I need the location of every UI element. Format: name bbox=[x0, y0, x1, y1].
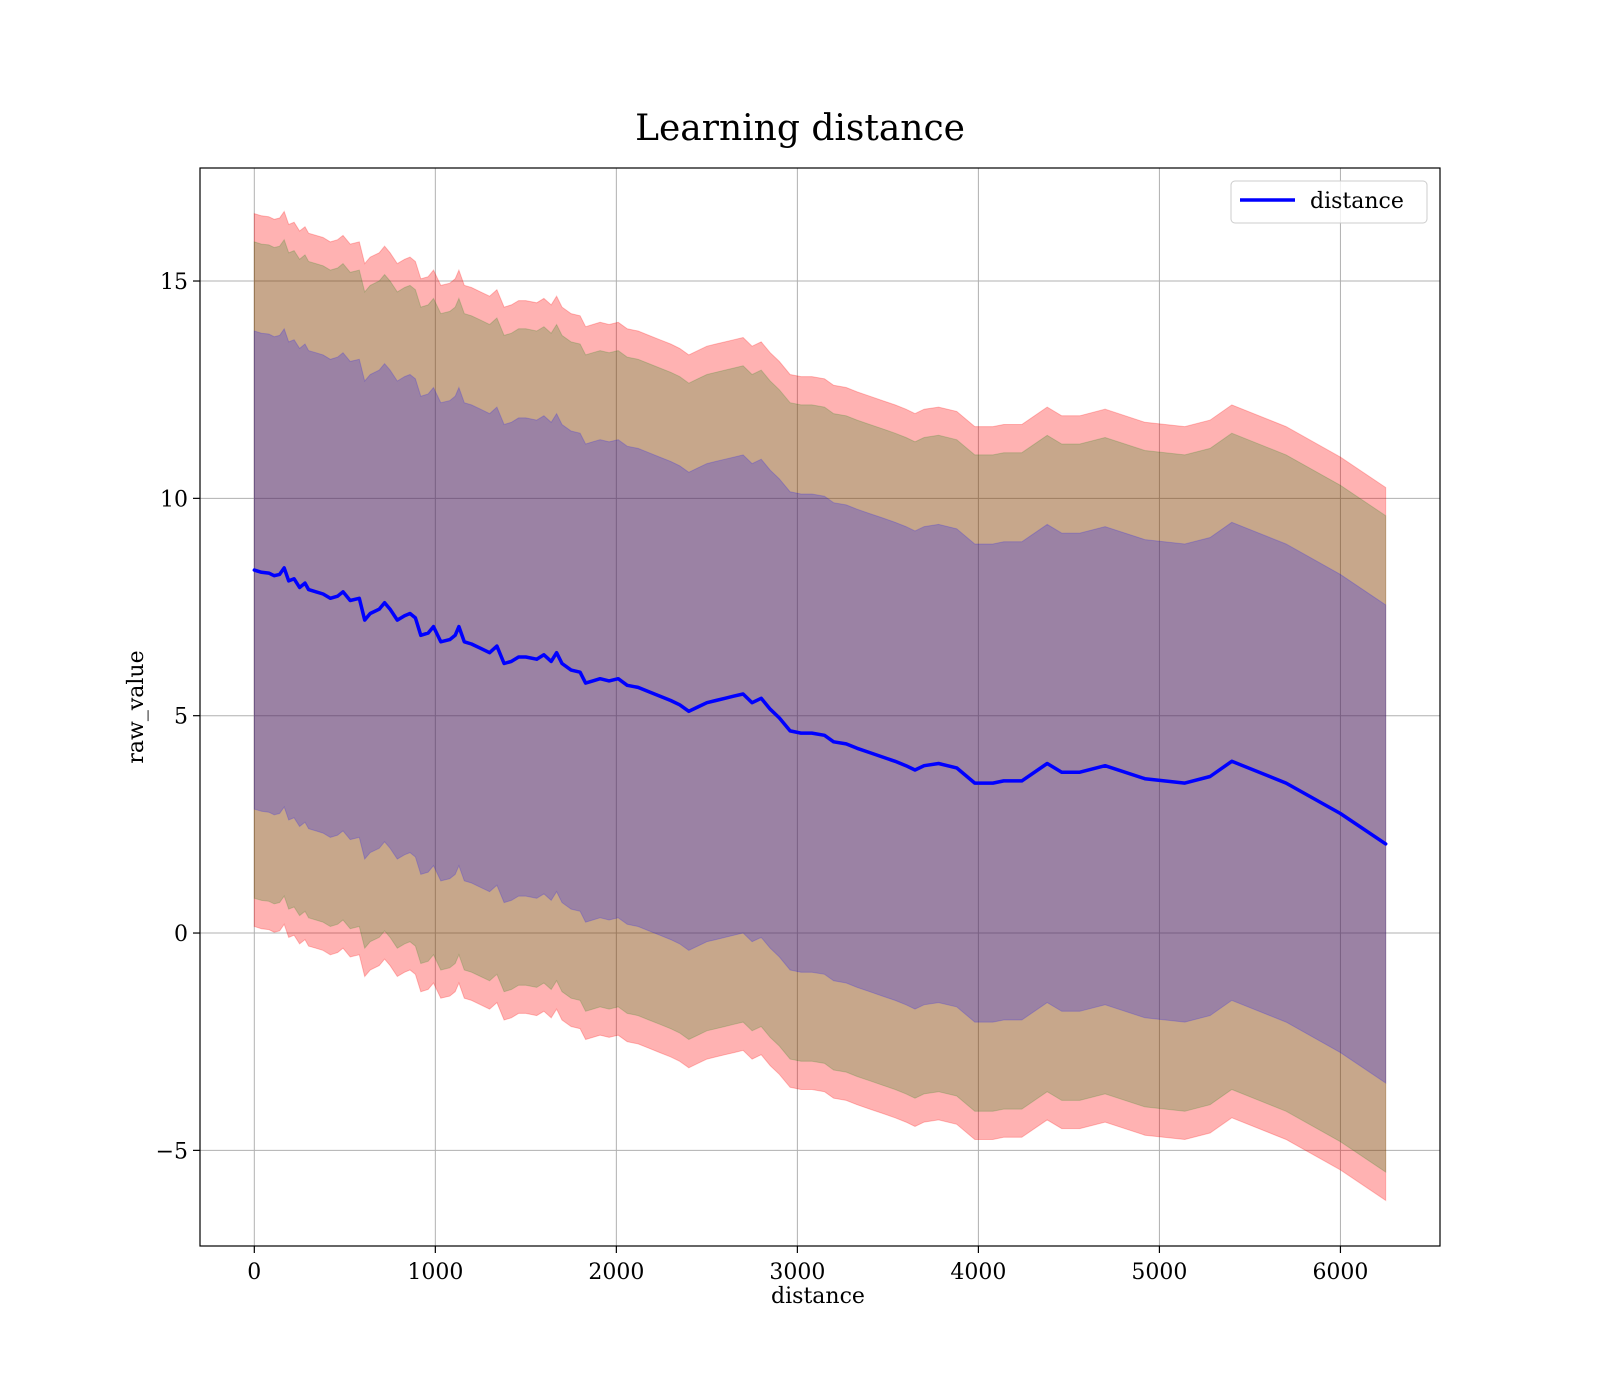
x-tick-label-1000: 1000 bbox=[407, 1260, 463, 1285]
legend-label-distance: distance bbox=[1310, 189, 1404, 214]
x-tick-label-3000: 3000 bbox=[769, 1260, 825, 1285]
x-tick-label-0: 0 bbox=[247, 1260, 261, 1285]
x-tick-label-2000: 2000 bbox=[588, 1260, 644, 1285]
confidence-bands bbox=[253, 210, 1387, 1202]
y-tick-label--5: −5 bbox=[156, 1139, 188, 1164]
band-0 bbox=[253, 210, 1387, 1202]
chart-title: Learning distance bbox=[635, 108, 965, 149]
y-axis-label: raw_value bbox=[124, 650, 149, 763]
y-tick-label-5: 5 bbox=[174, 705, 188, 730]
x-tick-label-5000: 5000 bbox=[1131, 1260, 1187, 1285]
x-tick-label-4000: 4000 bbox=[950, 1260, 1006, 1285]
y-tick-label-0: 0 bbox=[174, 922, 188, 947]
series-line-distance bbox=[252, 566, 1388, 846]
band-1 bbox=[253, 238, 1387, 1174]
x-tick-label-6000: 6000 bbox=[1312, 1260, 1368, 1285]
series-lines bbox=[252, 566, 1388, 846]
y-tick-label-15: 15 bbox=[160, 270, 188, 295]
axis-ticks: 0 1000 2000 3000 4000 5000 6000 −5 0 5 10 15 bbox=[156, 270, 1369, 1285]
band-2 bbox=[253, 327, 1387, 1084]
y-tick-label-10: 10 bbox=[160, 487, 188, 512]
legend: distance bbox=[1230, 180, 1428, 224]
grid bbox=[200, 168, 1440, 1246]
x-axis-label: distance bbox=[771, 1284, 865, 1309]
legend-box bbox=[1230, 180, 1428, 224]
plot-area-frame bbox=[199, 167, 1441, 1247]
